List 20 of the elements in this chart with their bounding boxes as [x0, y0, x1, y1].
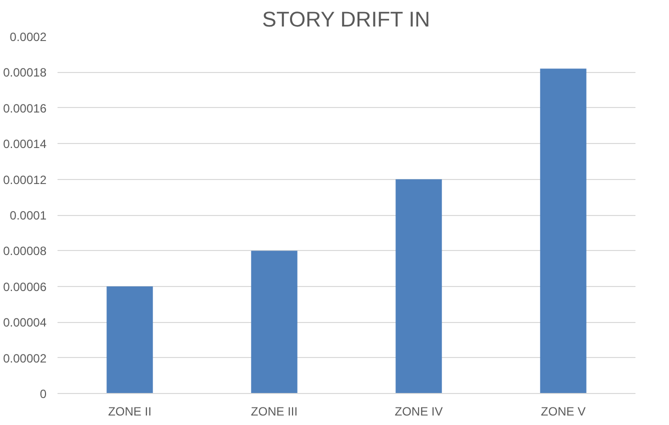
x-tick-label: ZONE III [250, 404, 298, 418]
y-tick-label: 0.0001 [10, 208, 47, 222]
y-tick-label: 0.00004 [3, 316, 47, 330]
bar [251, 250, 298, 394]
bar [540, 68, 586, 394]
y-tick-label: 0.00002 [3, 351, 47, 366]
x-tick-label: ZONE II [108, 404, 152, 418]
x-tick-label: ZONE IV [394, 404, 443, 418]
y-tick-label: 0.00018 [3, 66, 47, 80]
y-tick-label: 0.00006 [3, 280, 47, 294]
bar [106, 286, 153, 394]
y-tick-label: 0.00012 [3, 172, 47, 187]
y-tick-label: 0 [40, 387, 47, 401]
y-tick-label: 0.00014 [3, 137, 47, 152]
bar [396, 179, 442, 394]
chart-title: STORY DRIFT IN [262, 8, 430, 32]
x-tick-label: ZONE V [540, 404, 586, 418]
y-tick-label: 0.0002 [10, 30, 47, 44]
y-tick-label: 0.00008 [3, 244, 47, 258]
y-tick-label: 0.00016 [3, 101, 47, 116]
